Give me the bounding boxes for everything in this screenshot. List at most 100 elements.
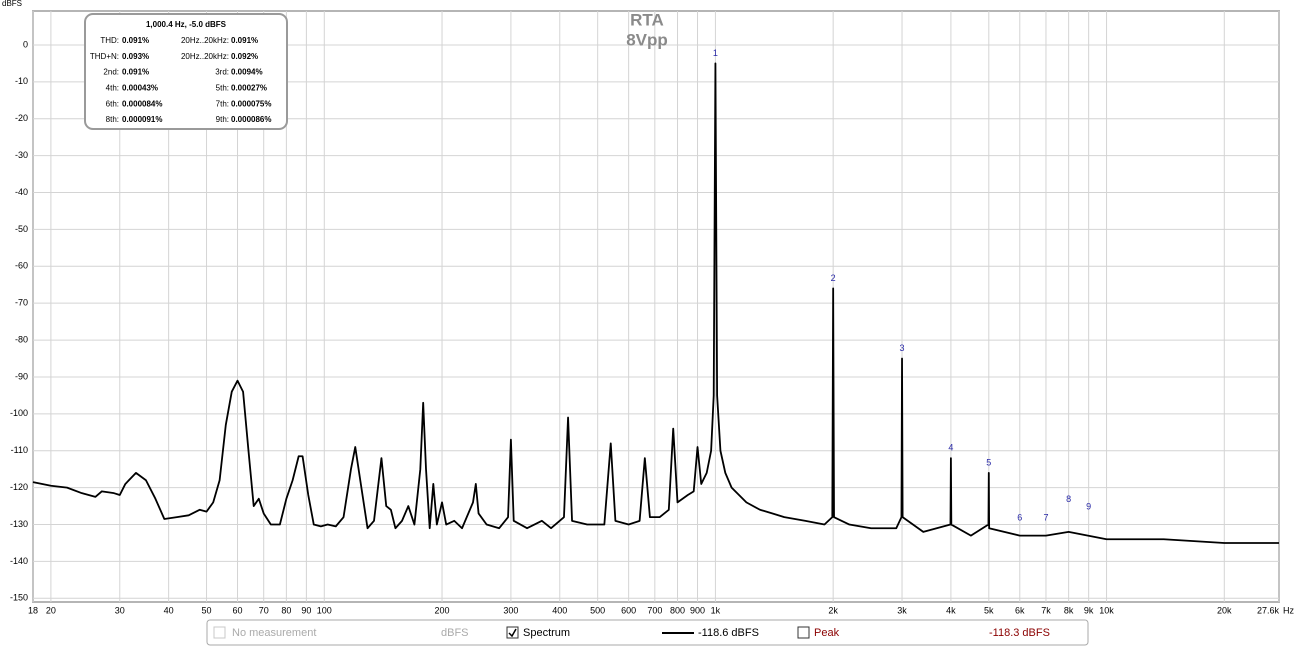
y-tick-label: -100 [10, 408, 28, 418]
info-label: 6th: [106, 99, 119, 108]
x-tick-label: 8k [1064, 605, 1074, 615]
x-tick-label: 70 [259, 605, 269, 615]
harmonic-marker: 4 [948, 442, 953, 452]
x-tick-label: 100 [317, 605, 332, 615]
x-tick-label: 600 [621, 605, 636, 615]
info-value: 0.091% [122, 36, 149, 45]
info-label: 20Hz..20kHz: [181, 52, 229, 61]
y-tick-label: -110 [11, 445, 28, 455]
x-tick-label: 18 [28, 605, 38, 615]
info-value: 0.000084% [122, 99, 162, 108]
x-tick-label: 2k [828, 605, 838, 615]
info-value: 0.091% [122, 68, 149, 77]
y-tick-label: -70 [15, 298, 28, 308]
legend-frame [206, 619, 1089, 646]
harmonic-marker: 6 [1017, 513, 1022, 523]
checkmark [508, 628, 517, 638]
y-tick-label: -60 [15, 261, 28, 271]
y-tick-label: 0 [23, 39, 28, 49]
info-title: 1,000.4 Hz, -5.0 dBFS [146, 20, 227, 29]
info-label: 8th: [106, 115, 119, 124]
x-tick-label: 800 [670, 605, 685, 615]
y-tick-label: -40 [15, 187, 28, 197]
harmonic-marker: 7 [1043, 513, 1048, 523]
info-label: 9th: [216, 115, 229, 124]
plot: 1 2 3 4 5 6 7 8 9 [32, 48, 1279, 544]
x-tick-label: 80 [281, 605, 291, 615]
peak-label: Peak [814, 627, 840, 639]
info-label: THD: [100, 36, 119, 45]
harmonic-marker: 1 [713, 48, 718, 58]
spectrum-line [32, 62, 1279, 544]
info-label: 20Hz..20kHz: [181, 36, 229, 45]
spectrum-label: Spectrum [523, 627, 570, 639]
y-tick-label: -150 [10, 593, 28, 603]
spectrum-value: -118.6 dBFS [698, 627, 759, 639]
chart-title: RTA [630, 10, 664, 29]
info-value: 0.093% [122, 52, 149, 61]
info-value: 0.000075% [231, 99, 271, 108]
x-tick-label: 6k [1015, 605, 1025, 615]
info-value: 0.000091% [122, 115, 162, 124]
x-tick-label: 9k [1084, 605, 1094, 615]
x-tick-label: 1k [711, 605, 721, 615]
info-label: 5th: [216, 84, 229, 93]
info-label: 2nd: [103, 68, 119, 77]
peak-value: -118.3 dBFS [989, 627, 1050, 639]
harmonic-marker: 5 [986, 457, 991, 467]
x-tick-label: 60 [233, 605, 243, 615]
y-tick-label: -50 [15, 224, 28, 234]
info-value: 0.00043% [122, 84, 158, 93]
y-tick-label: -30 [15, 150, 28, 160]
harmonic-marker: 8 [1066, 494, 1071, 504]
x-tick-label: 900 [690, 605, 705, 615]
harmonic-marker: 2 [831, 273, 836, 283]
info-value: 0.00027% [231, 84, 267, 93]
x-tick-label: 27.6k [1257, 605, 1280, 615]
x-tick-label: 200 [435, 605, 450, 615]
peak-checkbox[interactable] [797, 626, 810, 639]
x-tick-label: 20 [46, 605, 56, 615]
y-tick-label: -140 [10, 556, 28, 566]
y-tick-label: -10 [15, 76, 28, 86]
x-tick-label: 4k [946, 605, 956, 615]
info-box-frame [84, 13, 288, 130]
info-label: 3rd: [215, 68, 229, 77]
x-tick-label: 50 [202, 605, 212, 615]
info-value: 0.091% [231, 36, 258, 45]
info-value: 0.000086% [231, 115, 271, 124]
grid [32, 11, 1280, 602]
x-tick-label: 3k [897, 605, 907, 615]
unit-label: dBFS [441, 627, 469, 639]
y-axis-label: dBFS [2, 0, 22, 8]
info-label: 7th: [216, 99, 229, 108]
chart-subtitle: 8Vpp [626, 30, 668, 49]
y-tick-label: -120 [10, 482, 28, 492]
no-measurement-checkbox[interactable] [213, 626, 226, 639]
no-measurement-label: No measurement [232, 627, 316, 639]
x-tick-label: 40 [164, 605, 174, 615]
y-tick-label: -90 [15, 371, 28, 381]
harmonic-marker: 3 [900, 343, 905, 353]
x-unit: Hz [1283, 605, 1294, 615]
info-value: 0.092% [231, 52, 258, 61]
info-value: 0.0094% [231, 68, 263, 77]
spectrum-checkbox[interactable] [506, 626, 519, 639]
legend-bar: No measurement dBFS Spectrum -118.6 dBFS… [206, 619, 1089, 646]
x-tick-label: 5k [984, 605, 994, 615]
x-tick-label: 10k [1099, 605, 1114, 615]
x-tick-label: 300 [503, 605, 518, 615]
x-tick-label: 7k [1041, 605, 1051, 615]
x-tick-label: 30 [115, 605, 125, 615]
info-label: THD+N: [90, 52, 119, 61]
y-tick-label: -80 [15, 334, 28, 344]
y-tick-label: -20 [15, 113, 28, 123]
info-box: 1,000.4 Hz, -5.0 dBFS THD: 0.091% 20Hz..20… [84, 13, 288, 130]
info-label: 4th: [106, 84, 119, 93]
x-tick-label: 400 [552, 605, 567, 615]
harmonic-marker: 9 [1086, 502, 1091, 512]
y-tick-label: -130 [10, 519, 28, 529]
x-tick-label: 500 [590, 605, 605, 615]
x-tick-label: 20k [1217, 605, 1232, 615]
